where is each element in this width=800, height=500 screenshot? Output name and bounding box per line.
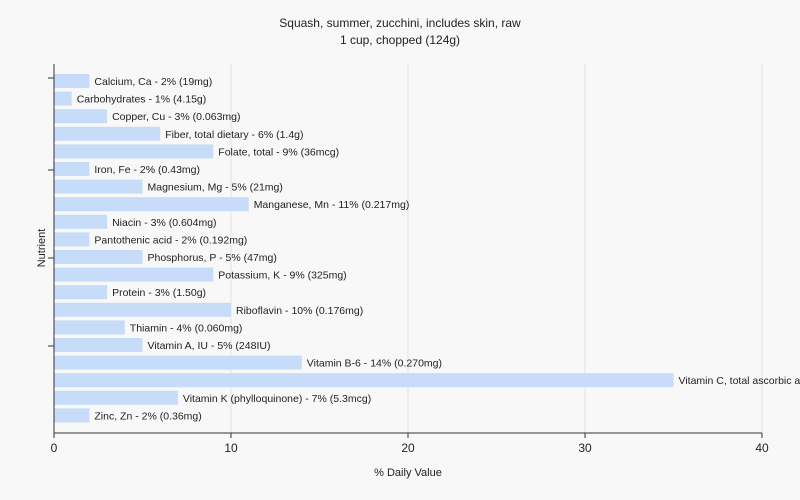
chart-title: Squash, summer, zucchini, includes skin,… bbox=[279, 16, 521, 30]
bar bbox=[54, 232, 90, 247]
bar-label: Copper, Cu - 3% (0.063mg) bbox=[112, 111, 240, 123]
bar bbox=[54, 126, 161, 141]
bar-label: Magnesium, Mg - 5% (21mg) bbox=[148, 182, 283, 194]
bar-label: Phosphorus, P - 5% (47mg) bbox=[148, 252, 277, 264]
bar-labels: Calcium, Ca - 2% (19mg) Carbohydrates - 1… bbox=[77, 76, 800, 422]
bar bbox=[54, 390, 178, 405]
chart-subtitle: 1 cup, chopped (124g) bbox=[340, 33, 460, 47]
bar bbox=[54, 373, 674, 388]
bar-label: Vitamin B-6 - 14% (0.270mg) bbox=[307, 358, 442, 370]
bar-label: Pantothenic acid - 2% (0.192mg) bbox=[94, 234, 247, 246]
bar bbox=[54, 285, 108, 300]
bar-label: Manganese, Mn - 11% (0.217mg) bbox=[254, 199, 410, 211]
bar bbox=[54, 197, 249, 212]
x-tick-label: 20 bbox=[401, 441, 415, 455]
bar bbox=[54, 355, 302, 370]
x-tick-label: 30 bbox=[578, 441, 592, 455]
bar-label: Iron, Fe - 2% (0.43mg) bbox=[94, 164, 200, 176]
x-axis-title: % Daily Value bbox=[374, 467, 442, 479]
bar-label: Vitamin K (phylloquinone) - 7% (5.3mcg) bbox=[183, 393, 371, 405]
bar-label: Folate, total - 9% (36mcg) bbox=[218, 146, 339, 158]
bar-label: Protein - 3% (1.50g) bbox=[112, 287, 206, 299]
bar-label: Potassium, K - 9% (325mg) bbox=[218, 270, 346, 282]
bar bbox=[54, 408, 90, 423]
bar-label: Niacin - 3% (0.604mg) bbox=[112, 217, 216, 229]
x-tick-label: 40 bbox=[755, 441, 769, 455]
bar-label: Zinc, Zn - 2% (0.36mg) bbox=[94, 410, 201, 422]
bar-label: Carbohydrates - 1% (4.15g) bbox=[77, 94, 207, 106]
bars bbox=[54, 74, 674, 423]
bar bbox=[54, 91, 72, 106]
bar bbox=[54, 214, 108, 229]
bar bbox=[54, 320, 125, 335]
bar bbox=[54, 338, 143, 352]
bar-label: Calcium, Ca - 2% (19mg) bbox=[94, 76, 212, 88]
bar-label: Vitamin A, IU - 5% (248IU) bbox=[148, 340, 271, 352]
gridlines bbox=[230, 64, 763, 433]
bar bbox=[54, 144, 214, 159]
bar bbox=[54, 250, 143, 264]
bar bbox=[54, 179, 143, 194]
bar-label: Fiber, total dietary - 6% (1.4g) bbox=[165, 129, 303, 141]
bar-label: Thiamin - 4% (0.060mg) bbox=[130, 322, 243, 334]
bar-label: Riboflavin - 10% (0.176mg) bbox=[236, 305, 363, 317]
x-tick-label: 0 bbox=[51, 441, 58, 455]
y-axis-title: Nutrient bbox=[36, 229, 48, 268]
axes: 0 10 20 30 40 bbox=[48, 64, 769, 455]
bar bbox=[54, 74, 90, 88]
bar-label: Vitamin C, total ascorbic acid - 35% (21… bbox=[679, 375, 800, 387]
bar bbox=[54, 162, 90, 176]
x-tick-label: 10 bbox=[224, 441, 238, 455]
bar bbox=[54, 109, 108, 124]
bar bbox=[54, 302, 231, 317]
bar bbox=[54, 267, 214, 282]
